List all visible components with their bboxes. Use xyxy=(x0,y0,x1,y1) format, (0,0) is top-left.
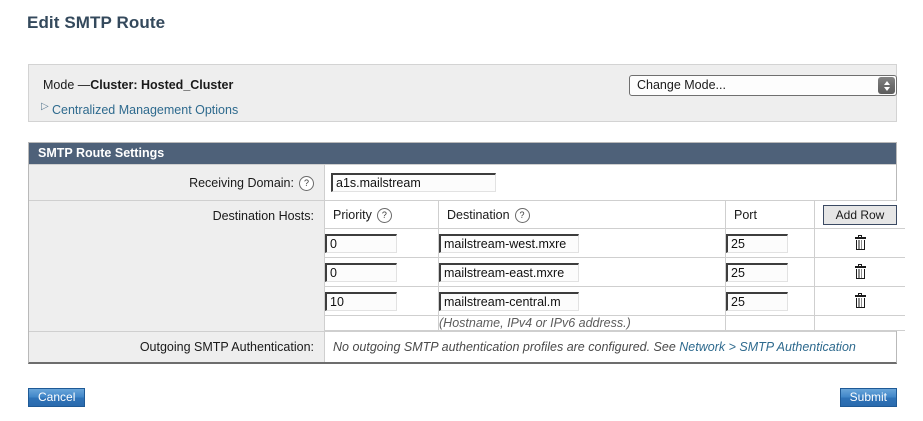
outgoing-auth-text: No outgoing SMTP authentication profiles… xyxy=(333,340,680,354)
table-header-row: Priority ? Destination ? xyxy=(325,201,905,229)
destination-hint: (Hostname, IPv4 or IPv6 address.) xyxy=(439,316,631,330)
table-row xyxy=(325,257,905,287)
receiving-domain-label: Receiving Domain: xyxy=(189,175,294,190)
table-row xyxy=(325,286,905,316)
trash-icon xyxy=(854,234,866,250)
column-header-destination: Destination ? xyxy=(438,201,726,229)
destination-hosts-row: Destination Hosts: Priority ? D xyxy=(29,200,905,331)
trash-icon xyxy=(854,263,866,279)
add-row-button[interactable]: Add Row xyxy=(822,204,898,225)
destination-hint-cell: (Hostname, IPv4 or IPv6 address.) xyxy=(438,315,726,331)
column-header-priority: Priority ? xyxy=(325,201,439,229)
centralized-management-options-link[interactable]: Centralized Management Options xyxy=(52,103,239,117)
trash-icon xyxy=(854,292,866,308)
destination-input[interactable] xyxy=(439,262,579,282)
outgoing-auth-label-cell: Outgoing SMTP Authentication: xyxy=(29,332,324,362)
hint-spacer-cell xyxy=(814,315,905,331)
destination-input[interactable] xyxy=(439,291,579,311)
delete-row-button[interactable] xyxy=(815,229,905,257)
priority-header-label: Priority xyxy=(333,207,372,222)
column-header-port: Port xyxy=(725,201,815,229)
port-input[interactable] xyxy=(726,262,788,282)
smtp-authentication-link[interactable]: Network > SMTP Authentication xyxy=(679,340,856,354)
port-cell xyxy=(725,257,815,287)
port-cell xyxy=(725,228,815,258)
priority-input[interactable] xyxy=(325,291,397,311)
destination-header-label: Destination xyxy=(447,207,510,222)
port-header-label: Port xyxy=(734,207,757,222)
delete-cell xyxy=(814,286,905,316)
outgoing-auth-row: Outgoing SMTP Authentication: No outgoin… xyxy=(29,331,896,362)
mode-value: Cluster: Hosted_Cluster xyxy=(90,78,234,92)
help-circle-icon[interactable]: ? xyxy=(514,208,530,223)
page-title: Edit SMTP Route xyxy=(27,13,166,32)
destination-cell xyxy=(438,228,726,258)
destination-input[interactable] xyxy=(439,233,579,253)
priority-cell xyxy=(325,228,439,258)
change-mode-dropdown-wrapper[interactable]: Change Mode... xyxy=(629,75,897,96)
priority-cell xyxy=(325,257,439,287)
hint-spacer-cell xyxy=(725,315,815,331)
receiving-domain-label-cell: Receiving Domain: ? xyxy=(29,165,324,200)
change-mode-select[interactable]: Change Mode... xyxy=(629,75,897,96)
port-input[interactable] xyxy=(726,233,788,253)
destination-hosts-label: Destination Hosts: xyxy=(212,209,314,223)
triangle-right-icon xyxy=(41,102,49,114)
cancel-button[interactable]: Cancel xyxy=(28,388,86,407)
delete-row-button[interactable] xyxy=(815,287,905,315)
port-input[interactable] xyxy=(726,291,788,311)
destination-cell xyxy=(438,286,726,316)
centralized-management-options[interactable]: Centralized Management Options xyxy=(41,102,239,117)
mode-label: Mode — xyxy=(43,78,91,92)
hint-row: (Hostname, IPv4 or IPv6 address.) xyxy=(325,315,905,331)
outgoing-auth-value-cell: No outgoing SMTP authentication profiles… xyxy=(324,332,896,362)
hint-spacer-cell xyxy=(325,315,439,331)
delete-cell xyxy=(814,228,905,258)
outgoing-auth-label: Outgoing SMTP Authentication: xyxy=(139,340,314,354)
destination-hosts-body: (Hostname, IPv4 or IPv6 address.) xyxy=(325,228,905,331)
destination-hosts-table-cell: Priority ? Destination ? xyxy=(324,201,905,331)
destination-hosts-table: Priority ? Destination ? xyxy=(325,201,905,331)
submit-button[interactable]: Submit xyxy=(839,388,897,407)
column-header-actions: Add Row xyxy=(814,201,905,229)
port-cell xyxy=(725,286,815,316)
delete-row-button[interactable] xyxy=(815,258,905,286)
destination-hosts-label-cell: Destination Hosts: xyxy=(29,201,324,331)
help-circle-icon[interactable]: ? xyxy=(376,208,392,223)
receiving-domain-input[interactable] xyxy=(331,173,496,192)
panel-header: SMTP Route Settings xyxy=(29,143,896,164)
priority-input[interactable] xyxy=(325,233,397,253)
mode-line: Mode —Cluster: Hosted_Cluster xyxy=(43,78,233,92)
smtp-route-settings-panel: SMTP Route Settings Receiving Domain: ? … xyxy=(28,142,905,364)
help-circle-icon[interactable]: ? xyxy=(299,176,314,191)
receiving-domain-row: Receiving Domain: ? xyxy=(29,164,896,200)
priority-input[interactable] xyxy=(325,262,397,282)
delete-cell xyxy=(814,257,905,287)
receiving-domain-field-cell xyxy=(324,165,896,200)
priority-cell xyxy=(325,286,439,316)
destination-cell xyxy=(438,257,726,287)
table-row xyxy=(325,228,905,258)
